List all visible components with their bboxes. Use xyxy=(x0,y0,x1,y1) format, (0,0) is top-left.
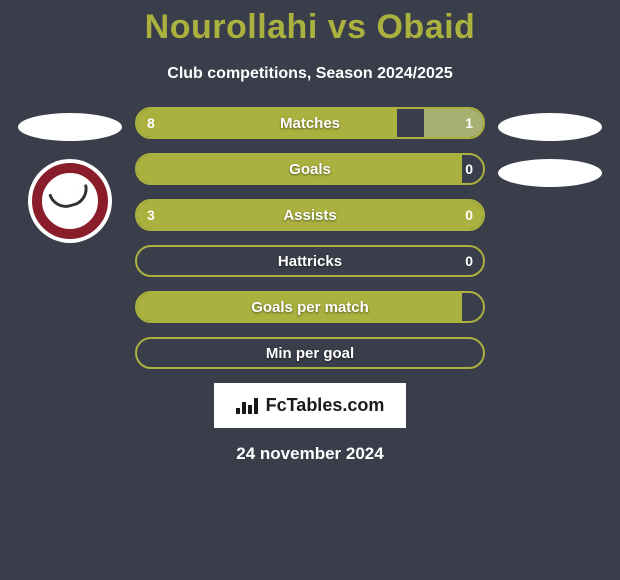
date-label: 24 november 2024 xyxy=(0,444,620,464)
page-title: Nourollahi vs Obaid xyxy=(0,8,620,47)
stat-label: Min per goal xyxy=(137,339,483,367)
stat-label: Goals per match xyxy=(137,293,483,321)
right-player-avatar-placeholder xyxy=(498,113,602,141)
stat-label: Assists xyxy=(137,201,483,229)
stat-label: Goals xyxy=(137,155,483,183)
left-player-col xyxy=(15,107,125,243)
left-player-avatar-placeholder xyxy=(18,113,122,141)
comparison-area: 81Matches 0Goals 30Assists 0Hattricks Goals … xyxy=(0,107,620,369)
stat-bar: Goals per match xyxy=(135,291,485,323)
brand-badge: FcTables.com xyxy=(214,383,407,428)
stat-bar: Min per goal xyxy=(135,337,485,369)
right-team-logo-placeholder xyxy=(498,159,602,187)
subtitle: Club competitions, Season 2024/2025 xyxy=(0,65,620,83)
bar-chart-icon xyxy=(236,398,258,414)
left-team-logo xyxy=(28,159,112,243)
stat-bar: 81Matches xyxy=(135,107,485,139)
brand-label: FcTables.com xyxy=(266,395,385,416)
right-player-col xyxy=(495,107,605,187)
stat-bar: 30Assists xyxy=(135,199,485,231)
stat-label: Matches xyxy=(137,109,483,137)
stat-bar: 0Hattricks xyxy=(135,245,485,277)
stat-bar: 0Goals xyxy=(135,153,485,185)
stat-label: Hattricks xyxy=(137,247,483,275)
stats-bars: 81Matches 0Goals 30Assists 0Hattricks Goals … xyxy=(135,107,485,369)
